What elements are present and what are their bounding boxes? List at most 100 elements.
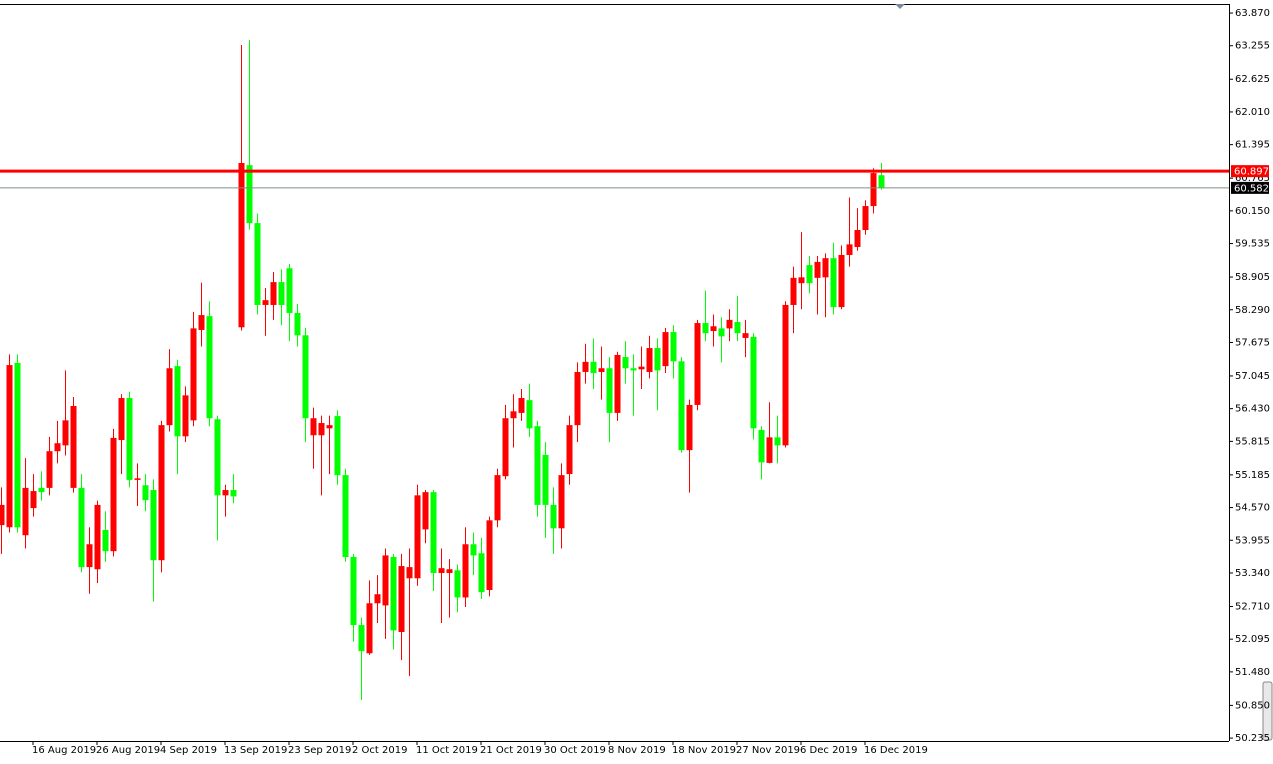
candle-body (462, 544, 469, 598)
x-tick-label: 4 Sep 2019 (160, 745, 217, 756)
candle-body (86, 544, 93, 568)
candle-body (518, 398, 525, 413)
candle-body (486, 520, 493, 590)
candle-body (574, 371, 581, 426)
candle-body (102, 529, 109, 552)
candle-body (342, 475, 349, 558)
y-tick-label: 57.675 (1235, 337, 1270, 348)
candle-body (862, 206, 869, 230)
candle-body (726, 319, 733, 329)
candle-body (334, 416, 341, 476)
candle-body (686, 404, 693, 451)
candle-body (270, 282, 277, 305)
y-tick-label: 60.150 (1235, 206, 1270, 217)
candle-body (294, 312, 301, 336)
candle-body (710, 326, 717, 332)
candle-body (206, 316, 213, 419)
candle-body (414, 495, 421, 579)
candle-body (774, 437, 781, 446)
candle-body (142, 485, 149, 501)
candle-body (118, 398, 125, 441)
candle-body (246, 165, 253, 224)
candle-body (190, 328, 197, 421)
y-tick-label: 52.095 (1235, 634, 1270, 645)
x-tick-label: 30 Oct 2019 (544, 745, 606, 756)
candle-body (830, 258, 837, 308)
y-tick-label: 55.815 (1235, 436, 1270, 447)
candle-body (470, 544, 477, 556)
candle-body (526, 400, 533, 429)
candle-body (734, 321, 741, 334)
candle-body (62, 420, 69, 446)
candle-body (310, 418, 317, 436)
candle-body (702, 323, 709, 334)
candle-body (302, 335, 309, 419)
candle-body (278, 282, 285, 305)
x-tick-label: 16 Dec 2019 (864, 745, 928, 756)
candle-body (670, 332, 677, 362)
candle-body (438, 568, 445, 573)
candle-body (30, 491, 37, 509)
candle-body (454, 570, 461, 598)
scroll-widget[interactable] (1262, 681, 1273, 741)
candle-body (542, 454, 549, 505)
price-label: 60.897 (1234, 167, 1269, 178)
y-tick-label: 58.290 (1235, 305, 1270, 316)
candle-body (622, 357, 629, 369)
x-tick-label: 11 Oct 2019 (416, 745, 478, 756)
candle-body (822, 258, 829, 278)
candle-body (606, 368, 613, 413)
y-tick-label: 50.850 (1235, 700, 1270, 711)
candle-body (614, 354, 621, 413)
candle-body (598, 368, 605, 372)
candle-body (230, 490, 237, 497)
price-label: 60.582 (1234, 183, 1269, 194)
chart-shift-marker (895, 4, 905, 9)
candle-body (198, 315, 205, 330)
candle-body (158, 425, 165, 561)
candle-body (134, 478, 141, 480)
y-tick-label: 60.765 (1235, 173, 1270, 184)
y-tick-label: 61.395 (1235, 140, 1270, 151)
candle-body (566, 425, 573, 475)
candle-body (718, 328, 725, 337)
candle-body (166, 368, 173, 426)
x-tick-label: 13 Sep 2019 (224, 745, 287, 756)
y-tick-label: 62.625 (1235, 74, 1270, 85)
x-tick-label: 2 Oct 2019 (352, 745, 407, 756)
price-label-box (1231, 165, 1269, 178)
price-label-box (1231, 181, 1269, 194)
candle-body (766, 437, 773, 463)
candle-body (510, 411, 517, 419)
candle-body (350, 557, 357, 626)
candle-body (502, 418, 509, 477)
candle-body (430, 492, 437, 573)
candle-body (798, 277, 805, 284)
candle-body (654, 348, 661, 371)
x-tick-label: 23 Sep 2019 (288, 745, 351, 756)
candle-body (630, 368, 637, 371)
candle-body (214, 419, 221, 496)
y-tick-label: 56.430 (1235, 404, 1270, 415)
candle-body (6, 365, 13, 528)
candle-body (678, 361, 685, 451)
candle-body (742, 333, 749, 338)
candle-body (582, 361, 589, 372)
candle-body (254, 223, 261, 305)
candle-body (374, 594, 381, 604)
candle-body (326, 425, 333, 429)
candle-body (70, 406, 77, 488)
candle-body (758, 429, 765, 463)
candle-body (78, 487, 85, 568)
candle-body (286, 268, 293, 313)
candle-body (390, 557, 397, 631)
candle-body (126, 398, 133, 480)
x-tick-label: 16 Aug 2019 (32, 745, 96, 756)
candle-body (838, 254, 845, 308)
y-tick-label: 58.905 (1235, 272, 1270, 283)
candle-body (262, 300, 269, 305)
candle-body (814, 261, 821, 278)
candle-body (662, 332, 669, 367)
